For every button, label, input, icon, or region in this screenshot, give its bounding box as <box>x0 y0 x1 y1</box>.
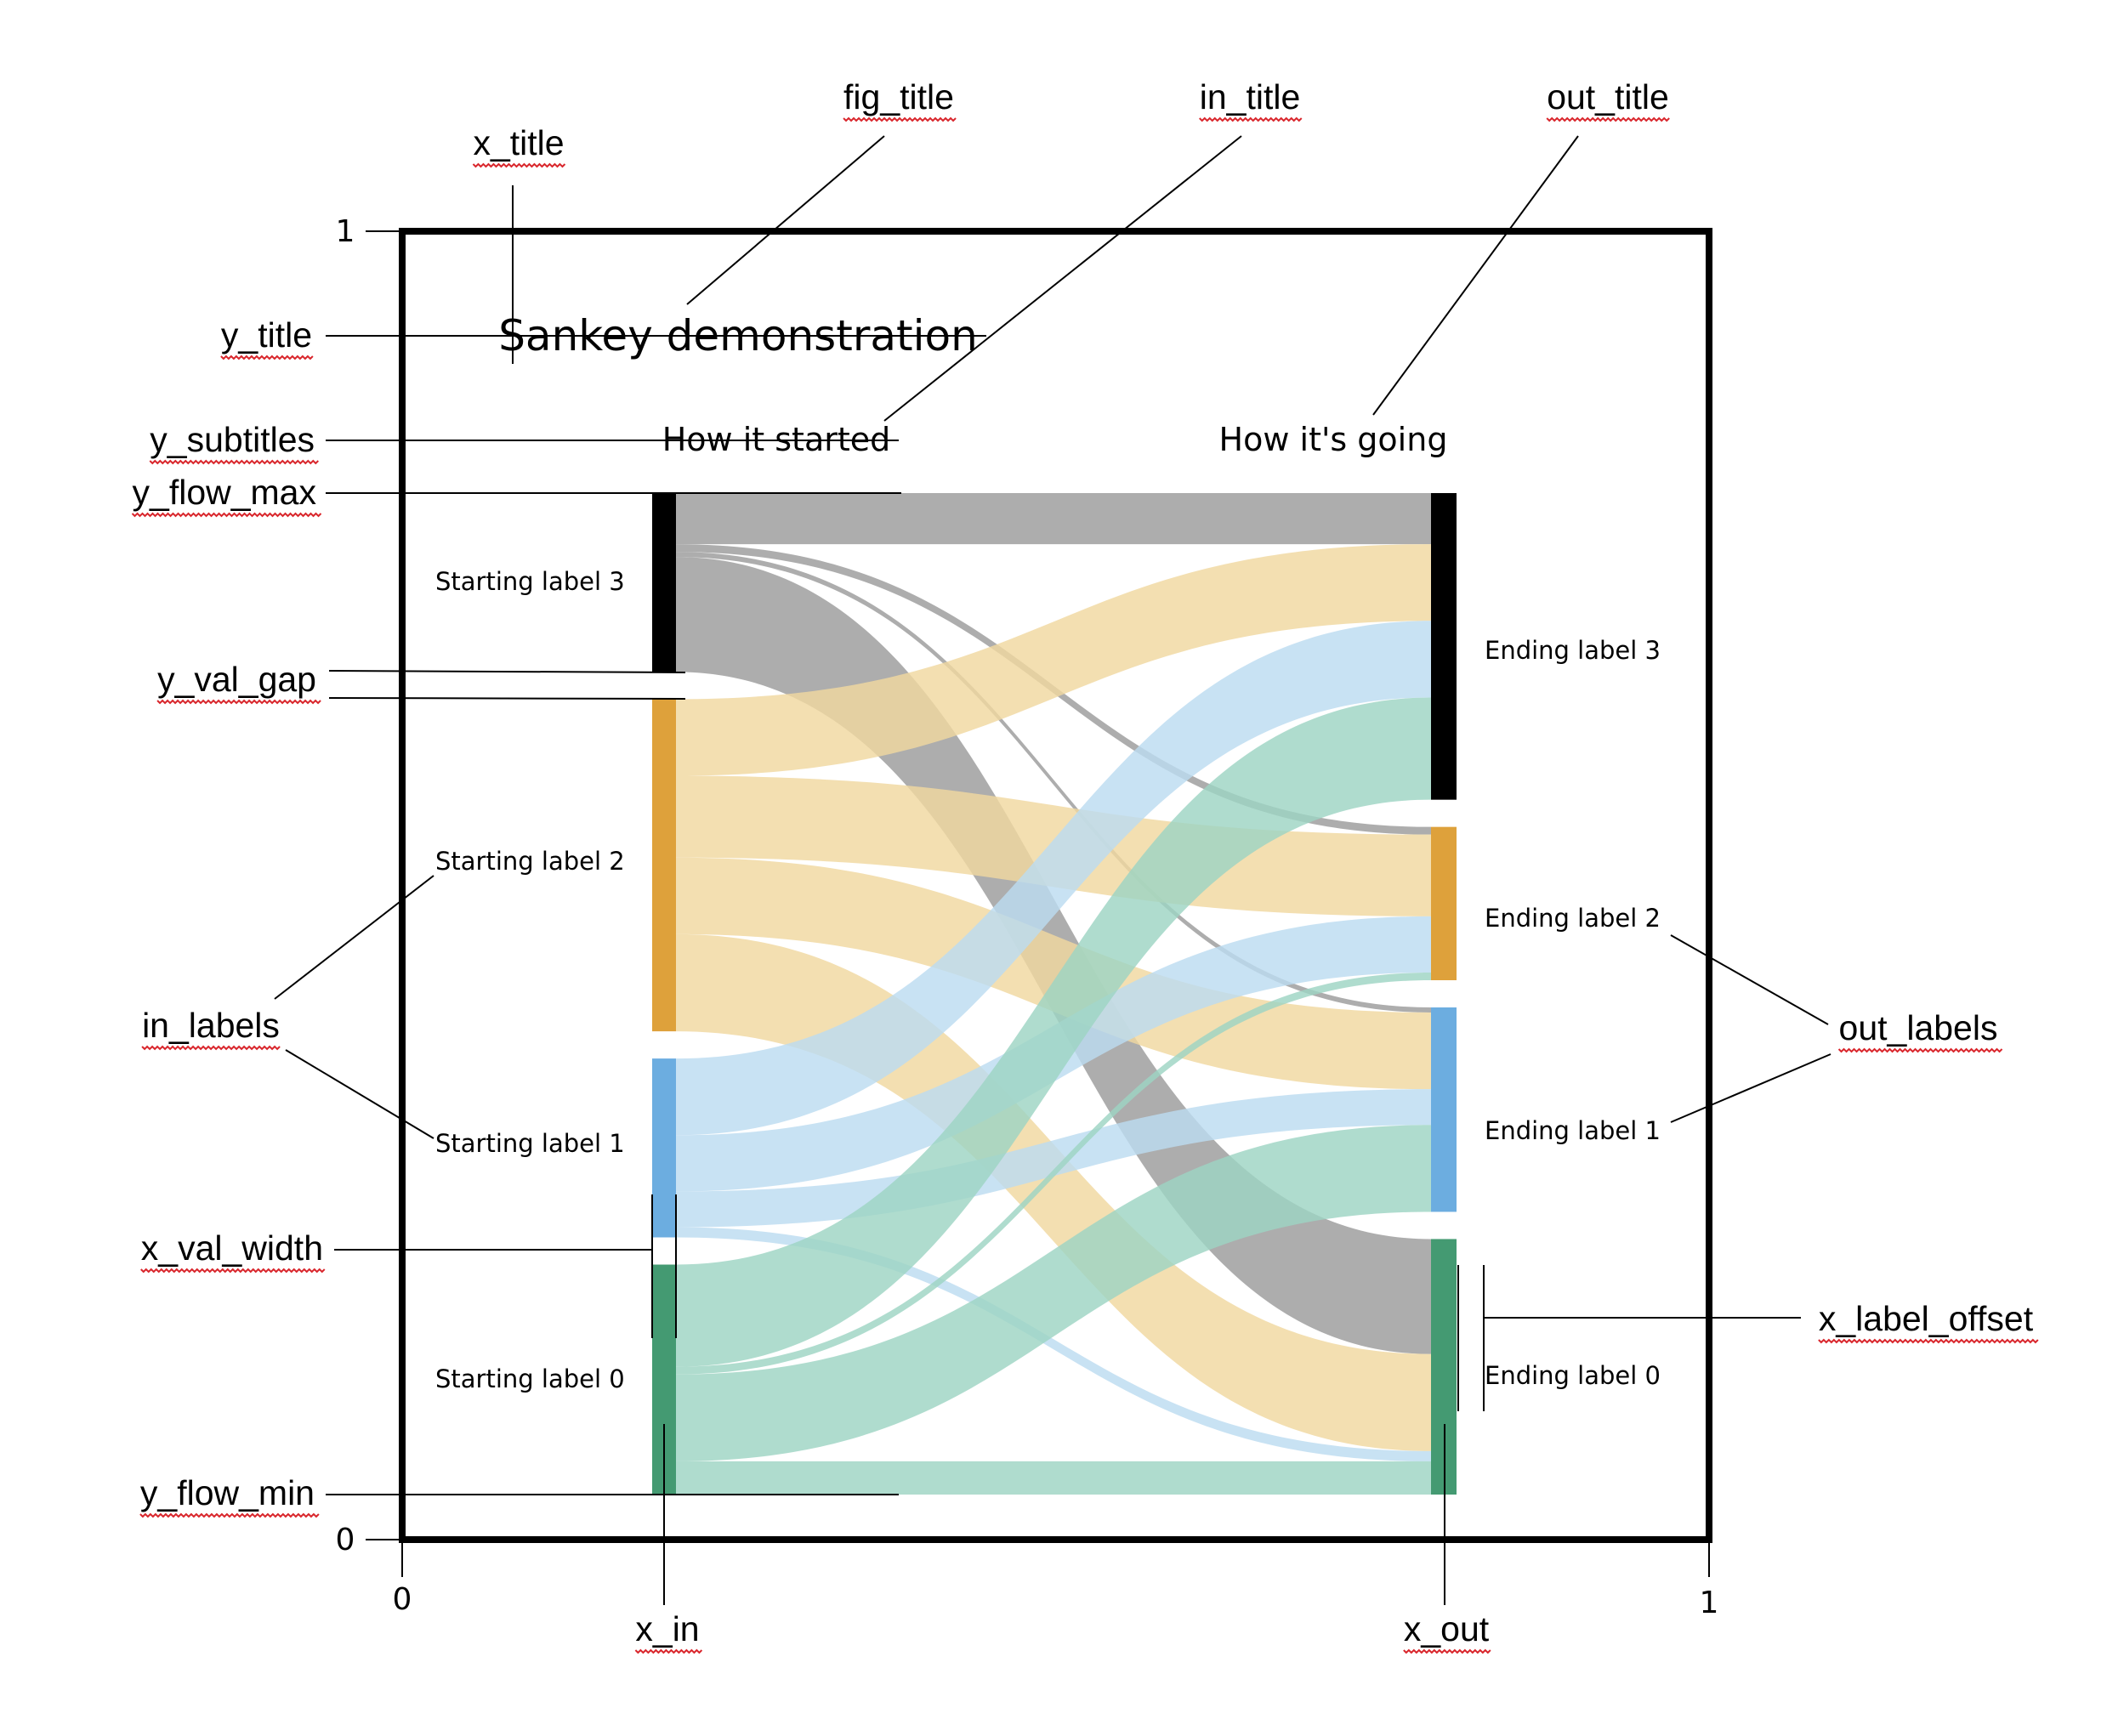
out-node-2 <box>1431 826 1457 980</box>
spellcheck-squiggle <box>843 116 957 122</box>
flow-1-to-1 <box>676 1089 1431 1228</box>
out-node-1 <box>1431 1007 1457 1212</box>
spellcheck-squiggle <box>220 355 314 360</box>
out-label-2: Ending label 2 <box>1485 904 1661 933</box>
spellcheck-squiggle <box>472 162 566 168</box>
annotation-x-title: x_title <box>473 123 564 162</box>
y-zero-value: 0 <box>336 1523 355 1557</box>
annotation-out-title: out_title <box>1547 77 1669 116</box>
in-label-2: Starting label 2 <box>435 847 625 876</box>
x-zero-value: 0 <box>393 1582 412 1617</box>
spellcheck-squiggle <box>1546 116 1670 122</box>
in-label-0: Starting label 0 <box>435 1364 625 1393</box>
spellcheck-squiggles <box>131 116 2039 1654</box>
in-node-1 <box>652 1058 676 1238</box>
annotation-y-flow-min: y_flow_min <box>140 1473 315 1512</box>
annotation-out-labels: out_labels <box>1839 1008 1998 1047</box>
spellcheck-squiggle <box>634 1648 703 1654</box>
out-label-0: Ending label 0 <box>1485 1361 1661 1390</box>
spellcheck-squiggle <box>1837 1047 2003 1053</box>
flow-0-to-2 <box>676 972 1431 1375</box>
x-one-value: 1 <box>1700 1586 1719 1620</box>
annotation-x-out: x_out <box>1404 1609 1490 1648</box>
flow-1-to-0 <box>676 1227 1431 1461</box>
annotation-labels: x_title fig_title in_title out_title y_t… <box>133 77 2034 1648</box>
out-node-3 <box>1431 493 1457 800</box>
annotation-y-flow-max: y_flow_max <box>133 473 317 512</box>
annotation-y-subtitles: y_subtitles <box>150 420 315 459</box>
flow-0-to-3 <box>676 697 1431 1367</box>
spellcheck-squiggle <box>141 1045 281 1051</box>
flow-3-to-3 <box>676 493 1431 545</box>
annotation-fig-title: fig_title <box>843 77 954 116</box>
annotation-in-title: in_title <box>1200 77 1301 116</box>
annotation-x-in: x_in <box>635 1609 699 1648</box>
flow-3-to-1 <box>676 552 1431 1013</box>
spellcheck-squiggle <box>1199 116 1303 122</box>
spellcheck-squiggle <box>149 459 319 465</box>
annotation-y-title: y_title <box>221 315 312 355</box>
spellcheck-squiggle <box>139 1512 320 1518</box>
flow-0-to-1 <box>676 1125 1431 1461</box>
out-label-3: Ending label 3 <box>1485 636 1661 665</box>
flow-0-to-0 <box>676 1461 1431 1495</box>
spellcheck-squiggle <box>1818 1338 2039 1344</box>
spellcheck-squiggle <box>140 1268 326 1274</box>
in-node-3 <box>652 493 676 672</box>
flow-2-to-1 <box>676 857 1431 1090</box>
out-label-1: Ending label 1 <box>1485 1116 1661 1145</box>
spellcheck-squiggle <box>1403 1648 1491 1654</box>
annotation-x-label-offset: x_label_offset <box>1819 1299 2034 1338</box>
spellcheck-squiggle <box>156 699 321 705</box>
y-one-value: 1 <box>336 214 355 249</box>
node-layer <box>652 493 1457 1495</box>
in-node-2 <box>652 699 676 1032</box>
annotation-leaders <box>274 135 1832 1605</box>
figure-frame <box>399 228 1712 1543</box>
annotation-y-val-gap: y_val_gap <box>157 660 316 699</box>
in-label-1: Starting label 1 <box>435 1129 625 1158</box>
flow-layer <box>676 493 1431 1495</box>
flow-2-to-3 <box>676 544 1431 776</box>
annotation-in-labels: in_labels <box>142 1006 280 1045</box>
in-label-3: Starting label 3 <box>435 567 625 596</box>
out-title: How it's going <box>1219 421 1448 458</box>
flow-1-to-3 <box>676 621 1431 1136</box>
spellcheck-squiggle <box>131 512 322 518</box>
annotation-x-val-width: x_val_width <box>141 1228 323 1268</box>
